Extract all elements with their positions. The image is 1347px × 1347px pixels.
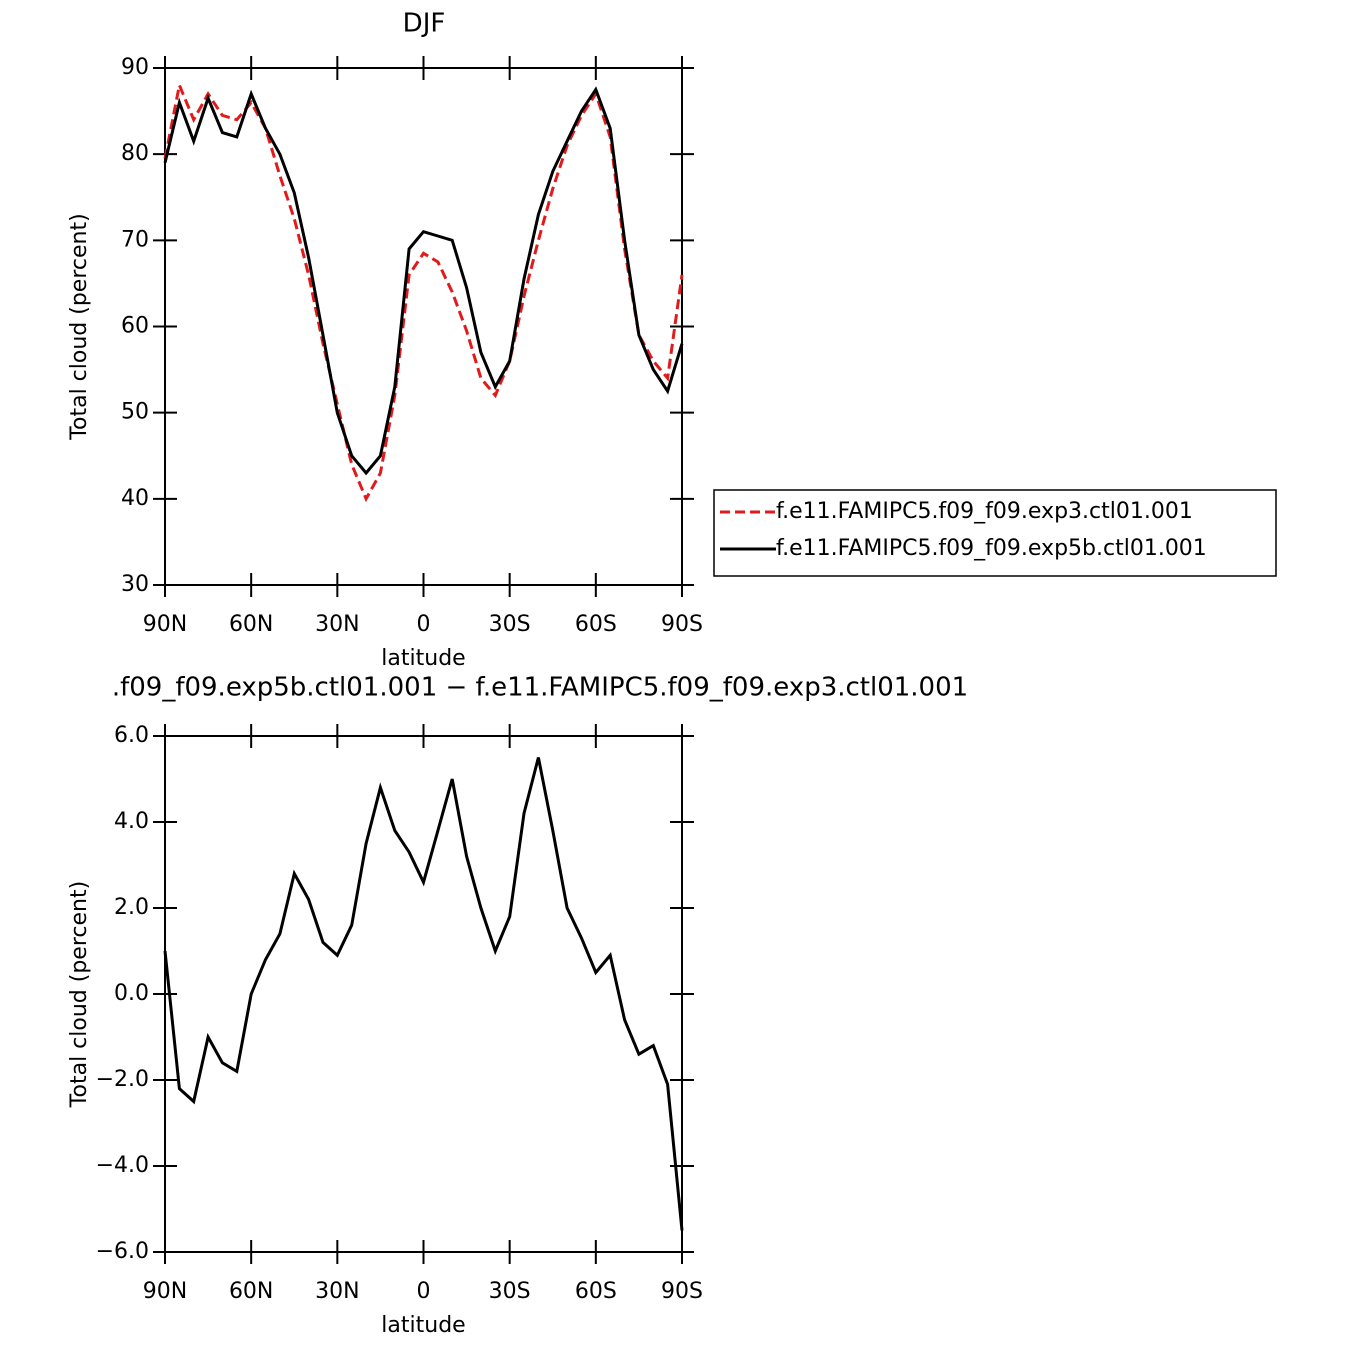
x-tick-label: 90N [143, 1279, 187, 1304]
x-tick-label: 60N [229, 612, 273, 637]
x-tick-label: 60S [575, 612, 617, 637]
y-tick-label: 40 [121, 486, 149, 511]
x-tick-label: 30N [315, 1279, 359, 1304]
chart-title: DJF [403, 9, 446, 39]
y-tick-label: −4.0 [96, 1153, 149, 1178]
y-tick-label: 60 [121, 314, 149, 339]
y-tick-label: 6.0 [114, 723, 149, 748]
y-tick-label: 90 [121, 55, 149, 80]
y-tick-label: 4.0 [114, 809, 149, 834]
x-axis-label: latitude [381, 646, 465, 671]
x-tick-label: 60N [229, 1279, 273, 1304]
y-tick-label: 30 [121, 572, 149, 597]
x-tick-label: 90S [661, 1279, 703, 1304]
y-tick-label: 2.0 [114, 895, 149, 920]
y-axis-label: Total cloud (percent) [67, 213, 92, 440]
data-line [163, 86, 684, 476]
x-tick-label: 30N [315, 612, 359, 637]
y-tick-label: −2.0 [96, 1067, 149, 1092]
y-axis-label: Total cloud (percent) [67, 881, 92, 1108]
x-axis-label: latitude [381, 1313, 465, 1338]
plot-frame [164, 67, 683, 586]
y-tick-label: 70 [121, 227, 149, 252]
legend-box [713, 489, 1277, 577]
legend-label: f.e11.FAMIPC5.f09_f09.exp3.ctl01.001 [776, 499, 1193, 524]
x-tick-label: 30S [489, 1279, 531, 1304]
y-tick-label: 0.0 [114, 981, 149, 1006]
x-tick-label: 60S [575, 1279, 617, 1304]
y-tick-label: 50 [121, 400, 149, 425]
y-tick-label: 80 [121, 141, 149, 166]
x-tick-label: 0 [417, 1279, 431, 1304]
data-line [163, 80, 684, 503]
y-tick-label: −6.0 [96, 1239, 149, 1264]
plot-frame [164, 735, 683, 1253]
data-line [163, 757, 684, 1231]
x-tick-label: 0 [417, 612, 431, 637]
legend-label: f.e11.FAMIPC5.f09_f09.exp5b.ctl01.001 [776, 536, 1207, 561]
x-tick-label: 90S [661, 612, 703, 637]
x-tick-label: 30S [489, 612, 531, 637]
chart-title: .f09_f09.exp5b.ctl01.001 − f.e11.FAMIPC5… [112, 673, 968, 703]
x-tick-label: 90N [143, 612, 187, 637]
